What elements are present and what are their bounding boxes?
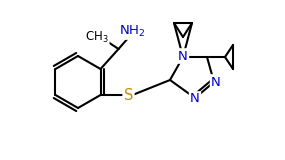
Text: S: S <box>124 88 133 103</box>
Text: NH$_2$: NH$_2$ <box>119 24 146 39</box>
Text: N: N <box>178 49 188 63</box>
Text: N: N <box>190 92 200 105</box>
Text: N: N <box>211 76 221 88</box>
Text: CH$_3$: CH$_3$ <box>85 29 108 44</box>
